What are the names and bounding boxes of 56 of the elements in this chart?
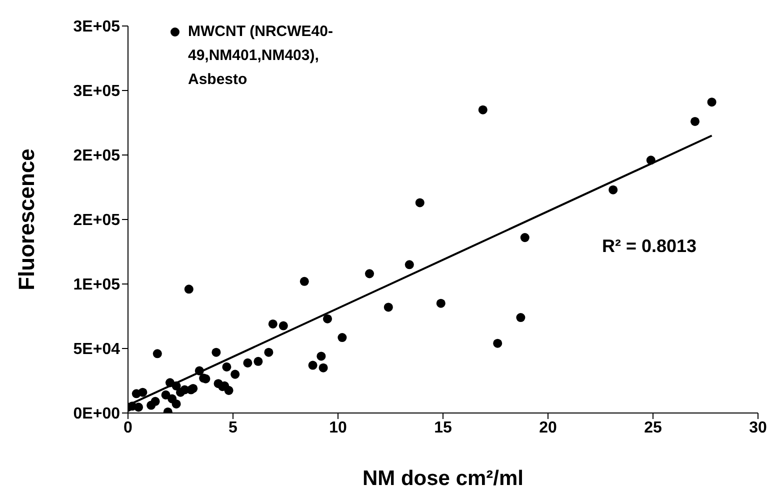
- point: [493, 338, 502, 348]
- point: [707, 98, 716, 107]
- point: [230, 370, 240, 379]
- x-axis-title: NM dose cm²/ml: [362, 467, 524, 490]
- point: [150, 396, 160, 406]
- point: [278, 321, 288, 330]
- point: [318, 363, 328, 372]
- point: [172, 399, 181, 408]
- y-tick-label: 3E+05: [73, 18, 120, 36]
- point: [264, 348, 274, 357]
- point: [646, 156, 656, 165]
- point: [404, 260, 414, 270]
- y-axis-title: Fluorescence: [14, 148, 39, 290]
- y-tick-label: 3E+05: [73, 83, 120, 100]
- point: [222, 362, 232, 372]
- point: [212, 348, 221, 357]
- point: [384, 302, 393, 312]
- point: [516, 313, 526, 322]
- x-tick-label: 0: [124, 419, 133, 436]
- point: [184, 284, 194, 294]
- point: [322, 314, 332, 324]
- point: [224, 386, 234, 395]
- point: [134, 402, 144, 412]
- x-tick-label: 15: [434, 419, 452, 436]
- point: [188, 384, 198, 393]
- x-tick-label: 10: [329, 419, 347, 436]
- point: [478, 105, 488, 114]
- x-tick-label: 5: [228, 419, 238, 436]
- y-tick-label: 2E+05: [73, 212, 120, 230]
- y-tick-label: 1E+05: [73, 276, 120, 294]
- point: [308, 360, 318, 370]
- point: [608, 185, 618, 194]
- legend-label: MWCNT (NRCWE40-49,NM401,NM403), Asbesto: [188, 22, 334, 90]
- point: [690, 116, 700, 126]
- x-tick-label: 25: [644, 419, 662, 436]
- y-tick-label: 2E+05: [73, 148, 120, 165]
- point: [520, 233, 530, 242]
- point: [415, 198, 424, 208]
- x-tick-label: 30: [749, 419, 767, 436]
- y-tick-label: 5E+04: [73, 341, 120, 358]
- point: [364, 269, 374, 278]
- point: [161, 390, 170, 400]
- point: [254, 356, 263, 366]
- point: [436, 298, 446, 308]
- point: [172, 381, 181, 390]
- x-tick-label: 20: [539, 419, 557, 436]
- point: [300, 276, 309, 286]
- point: [268, 319, 278, 328]
- point: [138, 388, 148, 397]
- point: [316, 352, 326, 361]
- point: [152, 349, 162, 358]
- annotation: R² = 0.8013: [602, 236, 697, 257]
- point: [243, 358, 252, 368]
- y-tick-label: 0E+00: [73, 406, 120, 423]
- point: [338, 333, 347, 342]
- point: [194, 366, 204, 376]
